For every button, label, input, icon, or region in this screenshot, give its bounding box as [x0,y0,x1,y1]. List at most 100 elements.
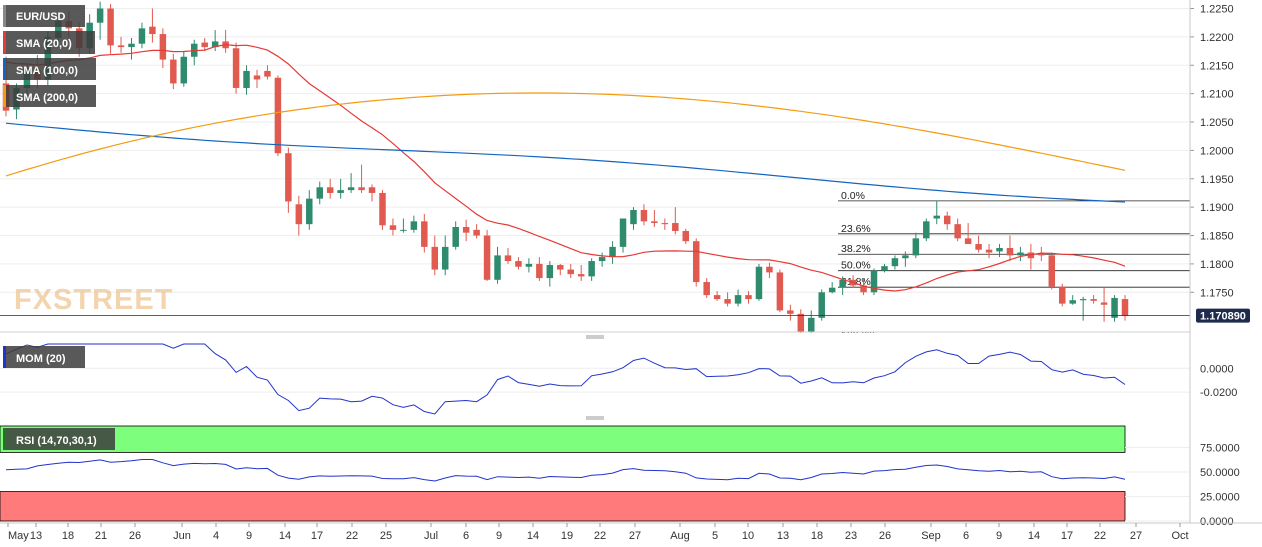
price-tick-label: 1.2000 [1200,145,1234,157]
candle-bullish [609,246,616,258]
candle-bearish [232,48,240,88]
candle-bearish [274,77,282,154]
candle-bullish [902,255,909,259]
candle-bearish [640,209,648,222]
rsi-tick-label: 75.0000 [1200,443,1240,455]
legend-rsi[interactable]: RSI (14,70,30,1) [3,428,115,450]
candle-bearish [1006,248,1014,256]
candle-bullish [619,218,627,247]
sma-200-line [5,92,1126,177]
legend-sma-200[interactable]: SMA (200,0) [3,85,96,107]
svg-text:SMA (100,0): SMA (100,0) [16,65,78,77]
momentum-pane: 0.0000 -0.0200 MOM (20) [0,342,1237,416]
candle-bullish [441,246,449,270]
candle-bearish [1090,299,1097,301]
rsi-axis: 75.0000 50.0000 25.0000 0.0000 [1200,443,1240,529]
candle-bearish [692,241,700,283]
candle-bearish [745,295,752,300]
pane-resize-handle-2[interactable] [586,416,604,420]
time-tick-label: 6 [463,530,469,542]
legend-symbol[interactable]: EUR/USD [3,5,85,27]
time-tick-label: 26 [879,530,891,542]
candle-bearish [483,235,491,280]
candle-bearish [1059,286,1066,304]
candle-bullish [347,187,355,191]
candle-bearish [672,223,679,231]
time-tick-label: 22 [1094,530,1106,542]
momentum-tick-label: -0.0200 [1200,387,1237,399]
svg-text:EUR/USD: EUR/USD [16,11,66,23]
sma-20-line [5,43,1126,292]
candle-bullish [870,270,878,293]
price-tick-label: 1.2100 [1200,89,1234,101]
candle-bearish [295,204,303,225]
price-tick-label: 1.2250 [1200,4,1234,16]
candle-bearish [431,246,439,270]
candle-bearish [149,26,156,35]
candle-bearish [117,45,125,48]
candle-bearish [557,265,564,270]
candle-bullish [306,198,313,225]
time-tick-label: 5 [712,530,718,542]
candle-bearish [170,59,177,84]
momentum-grid [0,367,1190,393]
candle-bearish [379,192,386,226]
candle-bearish [703,282,710,296]
legend-sma-100[interactable]: SMA (100,0) [3,58,96,80]
legend-sma-20[interactable]: SMA (20,0) [3,31,95,54]
time-tick-label: May [8,530,29,542]
price-tick-label: 1.2150 [1200,60,1234,72]
time-tick-label: 26 [129,530,141,542]
time-tick-label: 27 [1130,530,1142,542]
candle-bullish [933,215,940,219]
time-tick-label: 9 [496,530,502,542]
time-tick-label: 18 [62,530,74,542]
candle-bullish [96,8,104,23]
legend-momentum[interactable]: MOM (20) [3,346,85,368]
watermark: FXSTREET [14,284,173,316]
pane-resize-handle-1[interactable] [0,333,1190,341]
candle-bullish [1069,300,1076,304]
candle-bearish [201,42,208,48]
candle-bearish [358,187,365,191]
time-tick-label: 9 [246,530,252,542]
price-pane: 0.0%23.6%38.2%50.0%61.8%100.0% FXSTREET … [0,0,1250,342]
candle-bullish [525,263,533,267]
candle-bullish [180,56,188,84]
rsi-grid [1125,447,1190,522]
candle-bearish [504,255,512,262]
price-axis: 1.1750 1.1800 1.1850 1.1900 1.1950 1.2000 1.20… [1190,4,1234,299]
rsi-tick-label: 0.0000 [1200,516,1234,528]
candle-bearish [787,310,794,314]
last-price-badge: 1.170890 [1196,308,1250,323]
price-tick-label: 1.1900 [1200,202,1234,214]
candle-bullish [546,265,554,279]
sma-100-line [5,122,1126,203]
time-tick-label: 21 [95,530,107,542]
svg-text:RSI (14,70,30,1): RSI (14,70,30,1) [16,435,97,447]
candle-bearish [985,249,993,253]
candle-bullish [410,221,418,230]
candle-bearish [1100,302,1108,305]
candle-bullish [400,229,407,231]
rsi-pane: 75.0000 50.0000 25.0000 0.0000 RSI (14,70,3… [0,423,1240,528]
candle-bullish [630,209,637,225]
rsi-overbought-zone [0,425,1126,453]
time-tick-label: 14 [279,530,291,542]
candle-bullish [588,261,595,277]
candle-bearish [536,263,543,279]
rsi-tick-label: 25.0000 [1200,492,1240,504]
candle-bearish [107,8,114,46]
candle-bearish [285,153,292,202]
candle-bearish [776,272,784,311]
time-tick-label: 4 [213,530,219,542]
candle-bearish [473,229,480,236]
fib-level-label: 0.0% [841,190,865,202]
candle-bullish [1017,252,1024,256]
candle-bearish [326,187,334,193]
fib-level-label: 50.0% [841,260,871,272]
fib-level-label: 38.2% [841,243,871,255]
candle-bearish [368,187,376,193]
candle-bullish [243,70,250,88]
